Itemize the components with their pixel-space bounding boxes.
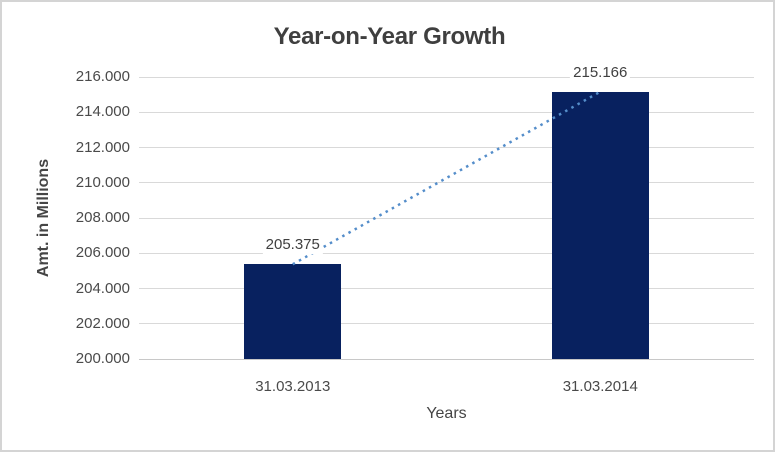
gridline <box>139 182 754 184</box>
y-tick-label: 204.000 <box>75 279 130 297</box>
gridline <box>139 111 754 113</box>
y-tick-label: 210.000 <box>75 173 130 191</box>
gridline <box>139 323 754 325</box>
y-tick-label: 214.000 <box>75 103 130 121</box>
gridline <box>139 288 754 289</box>
x-category-label: 31.03.2013 <box>255 378 331 395</box>
bar-value-label: 215.166 <box>570 63 631 82</box>
y-tick-label: 212.000 <box>75 138 130 156</box>
y-tick-label: 206.000 <box>75 244 130 262</box>
gridline <box>139 252 754 254</box>
gridline <box>139 76 754 78</box>
y-tick-label: 202.000 <box>75 314 130 332</box>
bar <box>551 91 649 359</box>
y-tick-label: 200.000 <box>75 350 130 367</box>
x-category-label: 31.03.2014 <box>562 378 638 395</box>
x-axis-line <box>139 358 754 360</box>
gridline <box>139 147 754 148</box>
gridline <box>139 217 754 219</box>
bar <box>244 264 342 359</box>
y-tick-label: 216.000 <box>75 68 130 85</box>
x-axis-title: Years <box>426 405 467 422</box>
chart-title: Year-on-Year Growth <box>273 23 506 50</box>
y-tick-label: 208.000 <box>75 209 130 226</box>
bar-value-label: 205.375 <box>262 236 323 255</box>
